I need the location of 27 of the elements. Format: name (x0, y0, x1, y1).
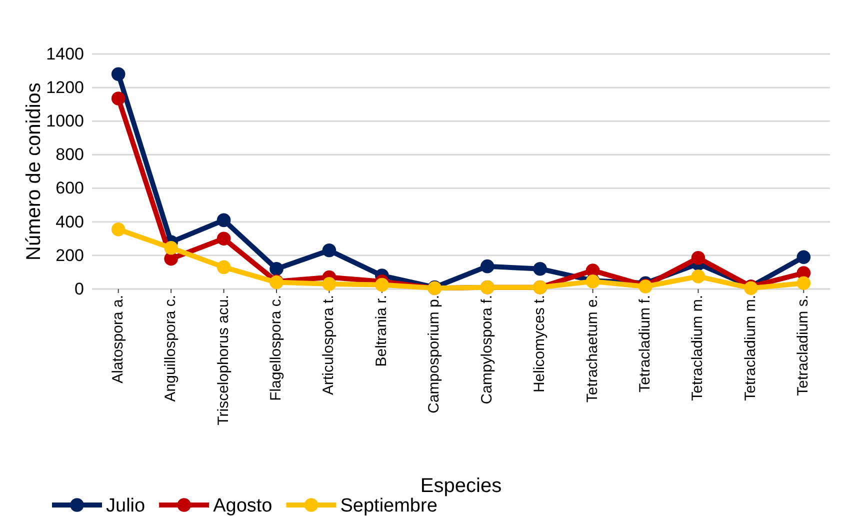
y-tick-label: 1200 (46, 78, 84, 98)
x-tick-label: Alatospora a. (109, 295, 126, 384)
x-tick-label: Anguillospora c. (162, 295, 180, 402)
y-tick-label: 1400 (46, 44, 84, 64)
x-tick-label: Tetracladium m. (742, 295, 759, 401)
y-axis-title: Número de conidios (23, 82, 45, 260)
x-tick-label: Tetracladium s. (794, 295, 812, 396)
x-tick-label: Camposporium p. (426, 295, 443, 414)
legend-label: Agosto (213, 496, 272, 517)
x-tick-label: Tetracladium m. (689, 295, 706, 401)
x-tick-label: Tetracladium f. (636, 295, 654, 393)
y-tick-label: 1000 (46, 112, 84, 131)
legend-label: Septiembre (340, 496, 438, 517)
y-tick-label: 600 (56, 178, 84, 198)
legend-label: Julio (106, 496, 146, 517)
x-tick-label: Helicomyces t. (531, 295, 548, 393)
y-tick-label: 800 (56, 145, 84, 164)
x-axis-title: Especies (420, 475, 502, 497)
y-tick-label: 400 (56, 212, 84, 232)
x-tick-label: Beltrania r. (372, 295, 390, 367)
x-tick-label: Campylospora f. (478, 295, 496, 404)
x-tick-label: Flagellospora c. (268, 295, 284, 401)
y-tick-label: 0 (74, 279, 84, 298)
x-tick-label: Triscelophorus acu. (214, 295, 232, 426)
y-tick-label: 200 (56, 246, 84, 265)
x-tick-label: Tetrachaetum e. (584, 295, 601, 403)
x-tick-label: Articulospora t. (320, 295, 338, 396)
